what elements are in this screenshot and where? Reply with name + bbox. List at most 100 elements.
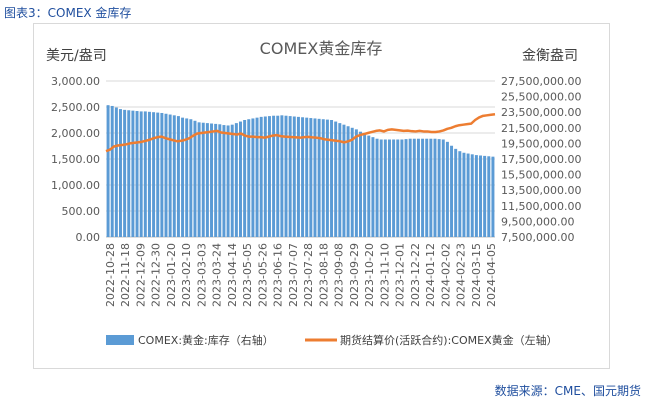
bar — [135, 111, 139, 237]
bar — [371, 137, 375, 237]
bar — [458, 151, 462, 237]
x-tick-label: 2024-01-12 — [424, 243, 437, 307]
bar — [296, 116, 300, 237]
bar — [239, 121, 242, 237]
left-tick-label: 2,000.00 — [51, 127, 100, 140]
bar — [193, 120, 197, 237]
bar — [474, 155, 478, 237]
bar — [164, 113, 168, 237]
left-tick-label: 1,500.00 — [51, 153, 100, 166]
bar — [114, 107, 118, 238]
chart-svg: COMEX黄金库存 美元/盎司 金衡盎司 0.00 500.00 1,000.00 1… — [46, 39, 581, 347]
bar — [230, 124, 234, 237]
bar — [272, 115, 276, 237]
x-tick-label: 2024-03-15 — [470, 243, 483, 307]
legend-bar-swatch — [106, 335, 134, 345]
bar — [338, 123, 342, 237]
bar — [359, 131, 362, 237]
bar — [429, 138, 433, 237]
bar — [255, 117, 259, 237]
left-axis-ticks: 0.00 500.00 1,000.00 1,500.00 2,000.00 2,500.… — [51, 75, 100, 244]
x-tick-label: 2023-05-26 — [256, 243, 269, 307]
bar — [462, 152, 466, 237]
bar — [437, 139, 441, 237]
bar — [450, 145, 454, 237]
chart-title: COMEX黄金库存 — [260, 39, 383, 58]
bar — [404, 139, 408, 237]
bar — [301, 117, 305, 237]
bar — [383, 139, 387, 237]
bar — [416, 138, 420, 237]
bar — [131, 110, 135, 237]
bar — [375, 138, 379, 237]
bar — [379, 139, 383, 237]
x-tick-label: 2023-05-05 — [241, 243, 254, 307]
bar — [168, 114, 172, 237]
bar — [234, 123, 238, 237]
bar — [487, 156, 491, 237]
bar — [425, 138, 429, 237]
bar — [226, 125, 230, 237]
bar — [330, 120, 334, 237]
bar — [491, 156, 495, 237]
left-tick-label: 2,500.00 — [51, 101, 100, 114]
bar — [214, 123, 218, 237]
right-tick-label: 23,500,000.00 — [501, 106, 581, 119]
bar — [483, 155, 487, 237]
bar — [280, 115, 284, 237]
bar — [350, 127, 354, 237]
bar — [400, 139, 404, 237]
x-axis-ticks: 2022-10-28 2022-11-18 2022-12-09 2022-12-30… — [104, 243, 498, 307]
bar — [346, 126, 350, 237]
bar — [321, 119, 325, 237]
bar — [201, 122, 205, 237]
bar — [160, 112, 164, 237]
bar — [218, 124, 222, 237]
bar — [466, 153, 470, 237]
chart-frame: COMEX黄金库存 美元/盎司 金衡盎司 0.00 500.00 1,000.00 1… — [33, 23, 610, 369]
bar — [334, 121, 338, 237]
bar — [267, 116, 271, 237]
bar — [127, 110, 131, 237]
x-tick-label: 2022-12-09 — [134, 243, 147, 307]
bar — [470, 154, 474, 237]
right-axis-label: 金衡盎司 — [522, 48, 578, 64]
bar — [363, 134, 367, 237]
bar — [387, 139, 391, 237]
figure-label: 图表3：COMEX 金库存 — [4, 6, 132, 20]
bar — [433, 138, 437, 237]
bar — [396, 139, 400, 237]
bar — [354, 129, 358, 237]
right-tick-label: 7,500,000.00 — [501, 231, 574, 244]
bar — [288, 116, 292, 237]
bar — [118, 109, 122, 237]
bar — [152, 112, 156, 237]
right-tick-label: 15,500,000.00 — [501, 169, 581, 182]
x-tick-label: 2022-12-30 — [150, 243, 163, 307]
bar — [309, 118, 313, 237]
right-axis-ticks: 7,500,000.00 9,500,000.00 11,500,000.00 13,… — [501, 75, 581, 244]
x-tick-label: 2022-10-28 — [104, 243, 117, 307]
x-tick-label: 2024-02-02 — [439, 243, 452, 307]
bar — [123, 109, 127, 237]
right-tick-label: 13,500,000.00 — [501, 184, 581, 197]
right-tick-label: 21,500,000.00 — [501, 122, 581, 135]
bar — [210, 123, 214, 237]
x-tick-label: 2023-04-14 — [226, 243, 239, 307]
bar — [251, 118, 255, 237]
bar — [247, 119, 251, 237]
left-tick-label: 500.00 — [62, 205, 101, 218]
left-tick-label: 0.00 — [76, 231, 101, 244]
bar — [259, 116, 263, 237]
bar — [284, 115, 288, 237]
bar — [317, 118, 321, 237]
bar-series — [106, 105, 495, 238]
x-tick-label: 2023-08-18 — [317, 243, 330, 307]
bar — [243, 120, 247, 237]
bar — [156, 112, 160, 237]
right-tick-label: 27,500,000.00 — [501, 75, 581, 88]
x-tick-label: 2023-09-08 — [333, 243, 346, 307]
x-tick-label: 2023-06-16 — [272, 243, 285, 307]
grid-lines — [106, 80, 495, 238]
bar — [313, 118, 317, 237]
